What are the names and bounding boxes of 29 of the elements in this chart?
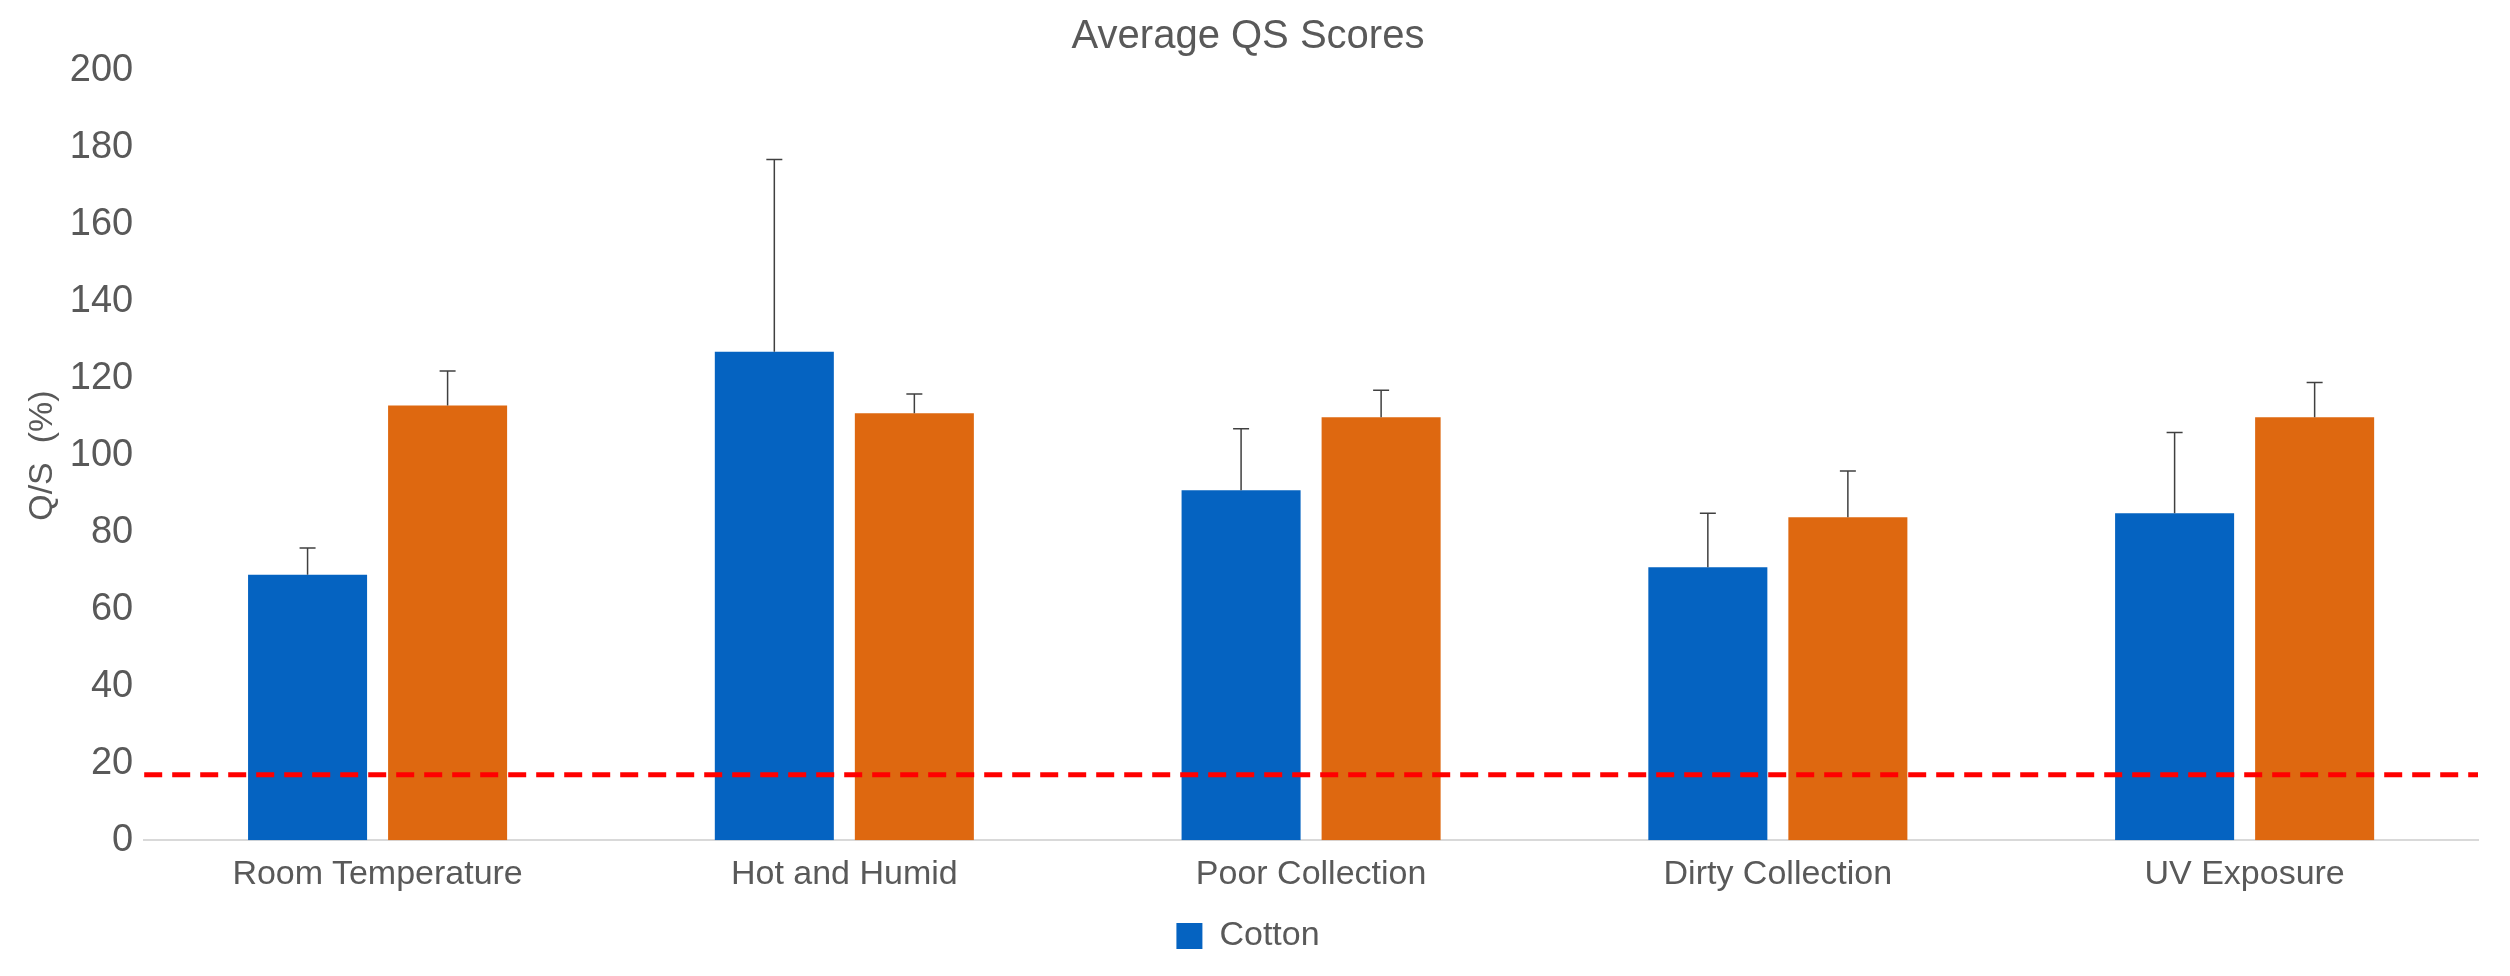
y-tick-label: 20 — [90, 739, 134, 782]
bar — [2115, 513, 2235, 841]
legend-label: Cotton — [1219, 914, 1320, 953]
y-tick-label: 100 — [69, 432, 134, 475]
y-tick-label: 80 — [90, 509, 134, 551]
bar — [1321, 417, 1441, 841]
y-axis-title: Q/S (%) — [20, 390, 59, 521]
bar — [714, 351, 834, 841]
bar — [1648, 567, 1768, 841]
y-tick-label: 0 — [112, 816, 134, 859]
y-tick-label: 60 — [90, 585, 134, 628]
bar — [1181, 490, 1301, 841]
bar — [1788, 517, 1908, 841]
chart-title: Average QS Scores — [1071, 12, 1425, 57]
y-tick-label: 200 — [69, 47, 134, 90]
bar — [854, 413, 974, 841]
bar — [248, 574, 368, 841]
y-tick-label: 140 — [69, 278, 134, 321]
y-tick-label: 40 — [90, 662, 134, 705]
x-tick-label: Dirty Collection — [1663, 852, 1893, 891]
x-tick-label: Poor Collection — [1195, 852, 1427, 891]
bar — [2255, 417, 2375, 841]
y-tick-label: 180 — [69, 124, 134, 167]
x-tick-label: UV Exposure — [2144, 852, 2345, 891]
y-tick-label: 120 — [69, 355, 134, 398]
y-tick-label: 160 — [69, 201, 134, 244]
x-tick-label: Room Temperature — [232, 852, 523, 891]
x-tick-label: Hot and Humid — [730, 852, 958, 891]
bar — [388, 405, 508, 841]
